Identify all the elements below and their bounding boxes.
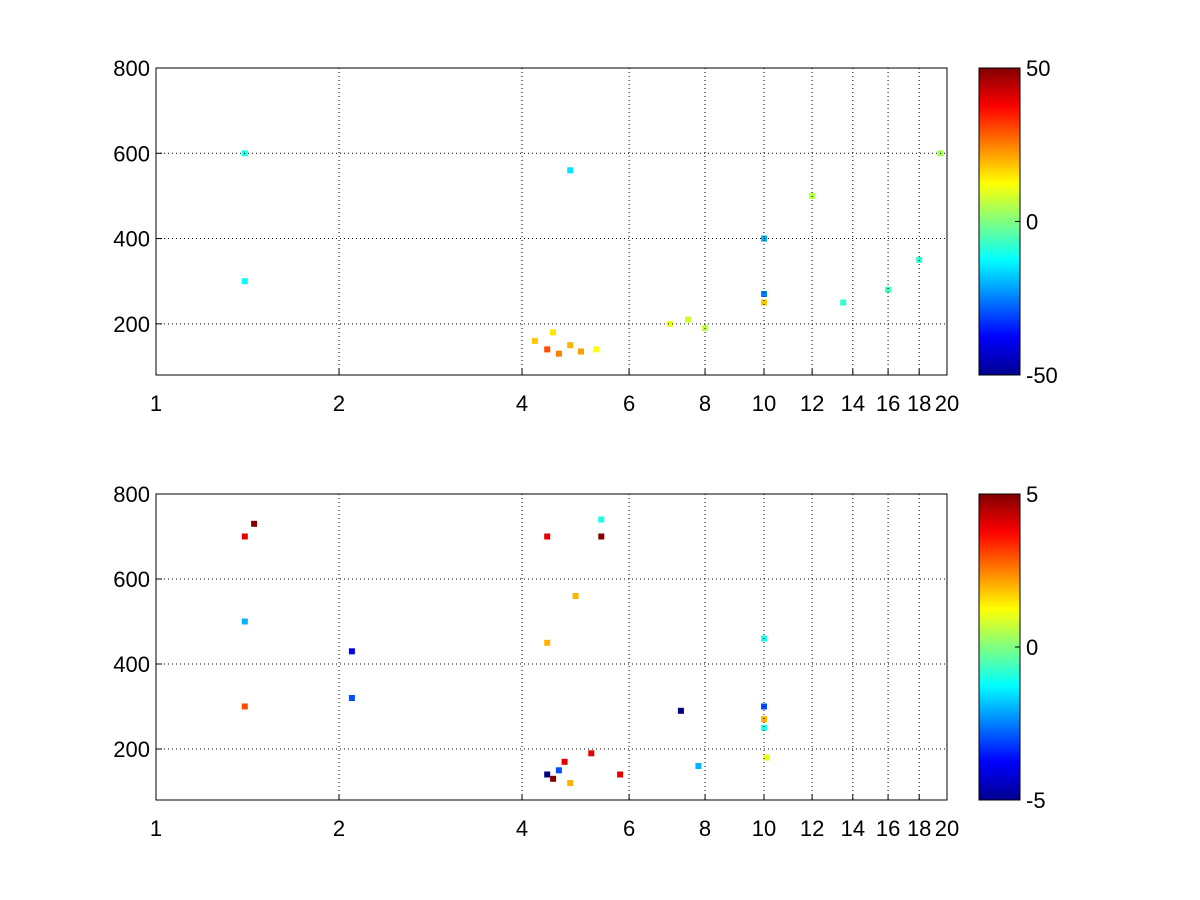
heatmap-cell <box>348 695 355 701</box>
heatmap-cell <box>555 350 562 357</box>
heatmap-cell <box>531 337 538 344</box>
y-tick-label: 200 <box>113 737 150 762</box>
heatmap-cell <box>544 639 551 646</box>
x-tick-label: 12 <box>800 391 824 416</box>
heatmap-cell <box>544 771 551 778</box>
heatmap-cell <box>598 533 605 540</box>
heatmap-cell <box>251 520 258 527</box>
heatmap-cell <box>567 780 574 786</box>
plot-frame <box>155 493 948 801</box>
x-tick-label: 18 <box>907 391 931 416</box>
x-tick-label: 2 <box>333 391 345 416</box>
heatmap-cell <box>666 320 673 327</box>
x-tick-label: 10 <box>752 816 776 841</box>
heatmap-cell <box>241 618 248 625</box>
x-tick-label: 6 <box>623 816 635 841</box>
x-tick-label: 16 <box>876 816 900 841</box>
heatmap-cell <box>761 716 767 723</box>
heatmap-cell <box>598 516 605 523</box>
heatmap-cells <box>241 150 944 357</box>
x-tick-label: 4 <box>516 391 528 416</box>
heatmap-cell <box>348 648 355 655</box>
colorbar-gradient <box>978 67 1021 376</box>
x-tick-label: 12 <box>800 816 824 841</box>
grid-lines <box>156 494 947 800</box>
heatmap-cell <box>617 771 624 778</box>
x-tick-label: 20 <box>935 391 959 416</box>
heatmap-cell <box>588 750 595 757</box>
heatmap-cell <box>761 299 767 306</box>
colorbar-tick-label: 5 <box>1026 482 1038 507</box>
heatmap-cell <box>555 767 562 774</box>
heatmap-cell <box>885 286 892 293</box>
colorbar-tick-label: 50 <box>1026 56 1050 81</box>
plot-frame <box>155 67 948 376</box>
colorbar-gradient <box>978 493 1021 801</box>
heatmap-cell <box>761 291 767 297</box>
x-axis-ticks: 1 2 4 6 8 10 12 14 16 18 20 <box>150 369 959 416</box>
colorbar-tick-label: -5 <box>1026 788 1046 813</box>
x-tick-label: 14 <box>841 816 865 841</box>
heatmap-cell <box>761 724 767 731</box>
y-tick-label: 400 <box>113 227 150 252</box>
heatmap-cell <box>550 329 557 336</box>
y-tick-label: 600 <box>113 567 150 592</box>
colorbar-ticks: -50 0 50 <box>1015 56 1058 388</box>
heatmap-cell <box>550 775 557 782</box>
colorbar-tick-label: 0 <box>1026 635 1038 660</box>
x-tick-label: 1 <box>150 391 162 416</box>
x-tick-label: 8 <box>699 391 711 416</box>
heatmap-cell <box>578 348 584 355</box>
heatmap-cell <box>685 316 691 323</box>
x-tick-label: 1 <box>150 816 162 841</box>
x-tick-label: 14 <box>841 391 865 416</box>
x-tick-label: 20 <box>935 816 959 841</box>
y-tick-label: 800 <box>113 56 150 81</box>
x-tick-label: 6 <box>623 391 635 416</box>
heatmap-cell <box>695 763 702 769</box>
y-axis-ticks: 200 400 600 800 <box>113 56 162 337</box>
heatmap-cell <box>567 342 574 349</box>
x-tick-label: 10 <box>752 391 776 416</box>
colorbar-top: -50 0 50 <box>978 56 1058 388</box>
x-tick-label: 8 <box>699 816 711 841</box>
y-axis-ticks: 200 400 600 800 <box>113 482 162 762</box>
heatmap-cell <box>544 533 551 540</box>
y-tick-label: 200 <box>113 312 150 337</box>
colorbar-ticks: -5 0 5 <box>1015 482 1046 813</box>
heatmap-cell <box>567 167 574 174</box>
x-tick-label: 16 <box>876 391 900 416</box>
heatmap-cell <box>241 703 248 710</box>
y-tick-label: 800 <box>113 482 150 507</box>
heatmap-cell <box>572 593 579 599</box>
heatmap-cell <box>840 299 847 306</box>
heatmap-cell <box>561 758 568 765</box>
colorbar-tick-label: 0 <box>1026 210 1038 235</box>
heatmap-cell <box>241 278 248 285</box>
heatmap-cells <box>241 516 770 786</box>
heatmap-cell <box>809 192 816 199</box>
y-tick-label: 400 <box>113 652 150 677</box>
y-tick-label: 600 <box>113 141 150 166</box>
heatmap-cell <box>544 346 551 353</box>
grid-lines <box>156 68 947 375</box>
heatmap-cell <box>241 533 248 540</box>
heatmap-cell <box>593 346 600 353</box>
colorbar-tick-label: -50 <box>1026 363 1058 388</box>
colorbar-bottom: -5 0 5 <box>978 482 1046 813</box>
x-tick-label: 18 <box>907 816 931 841</box>
heatmap-cell <box>916 256 923 263</box>
x-tick-label: 2 <box>333 816 345 841</box>
heatmap-cell <box>763 754 770 761</box>
heatmap-cell <box>677 707 684 714</box>
x-tick-label: 4 <box>516 816 528 841</box>
x-axis-ticks: 1 2 4 6 8 10 12 14 16 18 20 <box>150 794 959 841</box>
